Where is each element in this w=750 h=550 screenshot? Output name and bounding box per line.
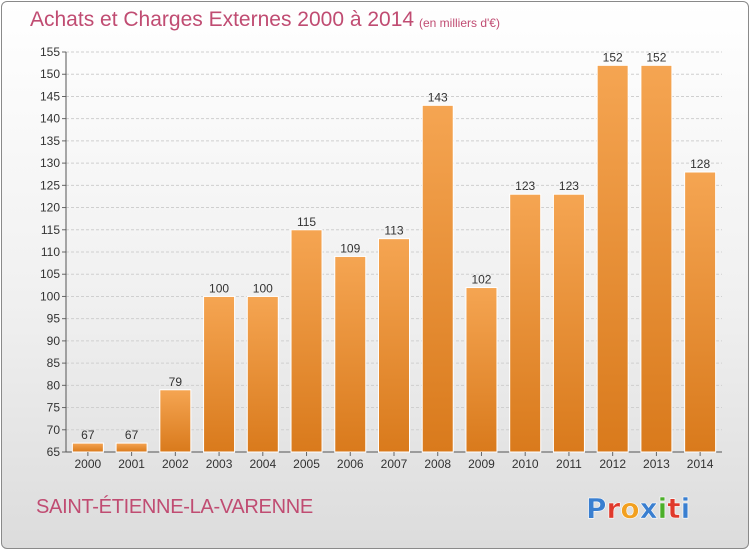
- x-tick-label-2013: 2013: [643, 457, 670, 471]
- x-tick-label-2001: 2001: [118, 457, 145, 471]
- y-tick-label: 105: [40, 267, 60, 281]
- bar-2004: [246, 295, 279, 453]
- x-tick-label-2005: 2005: [293, 457, 320, 471]
- bar-2007: [378, 238, 410, 453]
- y-tick-label: 80: [47, 378, 61, 392]
- y-tick-label: 130: [40, 156, 60, 170]
- commune-name: SAINT-ÉTIENNE-LA-VARENNE: [36, 496, 313, 518]
- data-label-2007: 113: [384, 224, 403, 238]
- y-tick-label: 70: [47, 423, 61, 437]
- logo-text: Proxiti: [586, 492, 690, 525]
- y-tick-label: 120: [40, 201, 60, 215]
- data-label-2010: 123: [515, 179, 535, 193]
- x-tick-label-2008: 2008: [424, 457, 451, 471]
- bar-2010: [509, 193, 542, 453]
- x-tick-label-2003: 2003: [206, 457, 233, 471]
- bar-2014: [684, 171, 717, 453]
- data-label-2004: 100: [253, 281, 273, 295]
- y-tick-label: 90: [47, 334, 61, 348]
- x-tick-label-2011: 2011: [556, 457, 582, 471]
- x-tick-label-2004: 2004: [249, 457, 276, 471]
- y-tick-label: 145: [40, 89, 60, 103]
- x-tick-label-2014: 2014: [687, 457, 714, 471]
- bar-2011: [552, 193, 585, 453]
- x-tick-label-2002: 2002: [162, 457, 189, 471]
- y-tick-label: 75: [47, 401, 61, 415]
- y-tick-label: 100: [40, 289, 60, 303]
- y-tick-label: 125: [40, 178, 60, 192]
- data-label-2003: 100: [209, 281, 229, 295]
- data-label-2013: 152: [646, 50, 666, 64]
- data-label-2000: 67: [81, 428, 95, 442]
- data-label-2014: 128: [690, 157, 710, 171]
- data-label-2008: 143: [428, 90, 448, 104]
- x-tick-label-2012: 2012: [599, 457, 626, 471]
- bar-2003: [203, 295, 236, 453]
- y-tick-label: 155: [40, 45, 60, 59]
- x-tick-label-2000: 2000: [75, 457, 102, 471]
- bar-2013: [640, 64, 673, 453]
- y-tick-label: 85: [47, 356, 61, 370]
- x-tick-label-2007: 2007: [381, 457, 408, 471]
- x-tick-label-2010: 2010: [512, 457, 539, 471]
- bar-2002: [159, 389, 192, 453]
- y-tick-label: 135: [40, 134, 60, 148]
- y-tick-label: 95: [47, 312, 61, 326]
- y-tick-label: 65: [47, 445, 61, 459]
- data-label-2006: 109: [340, 241, 360, 255]
- chart-title: Achats et Charges Externes 2000 à 2014: [30, 8, 415, 31]
- data-label-2005: 115: [297, 215, 316, 229]
- y-tick-label: 110: [41, 245, 60, 259]
- bar-2009: [465, 287, 498, 453]
- data-label-2011: 123: [559, 179, 579, 193]
- chart-subtitle: (en milliers d'€): [419, 16, 500, 30]
- bar-2008: [421, 104, 454, 453]
- x-tick-label-2009: 2009: [468, 457, 495, 471]
- y-tick-label: 150: [40, 67, 60, 81]
- x-tick-label-2006: 2006: [337, 457, 364, 471]
- data-label-2009: 102: [471, 273, 491, 287]
- proxiti-logo: Proxiti: [586, 492, 691, 526]
- bar-2001: [115, 442, 148, 453]
- bar-2005: [290, 229, 323, 453]
- data-label-2012: 152: [603, 50, 623, 64]
- bar-2012: [596, 64, 629, 453]
- y-tick-label: 115: [41, 223, 60, 237]
- y-tick-label: 140: [40, 112, 60, 126]
- data-label-2002: 79: [169, 375, 183, 389]
- bar-2000: [71, 442, 104, 453]
- data-label-2001: 67: [125, 428, 139, 442]
- bar-2006: [334, 255, 367, 453]
